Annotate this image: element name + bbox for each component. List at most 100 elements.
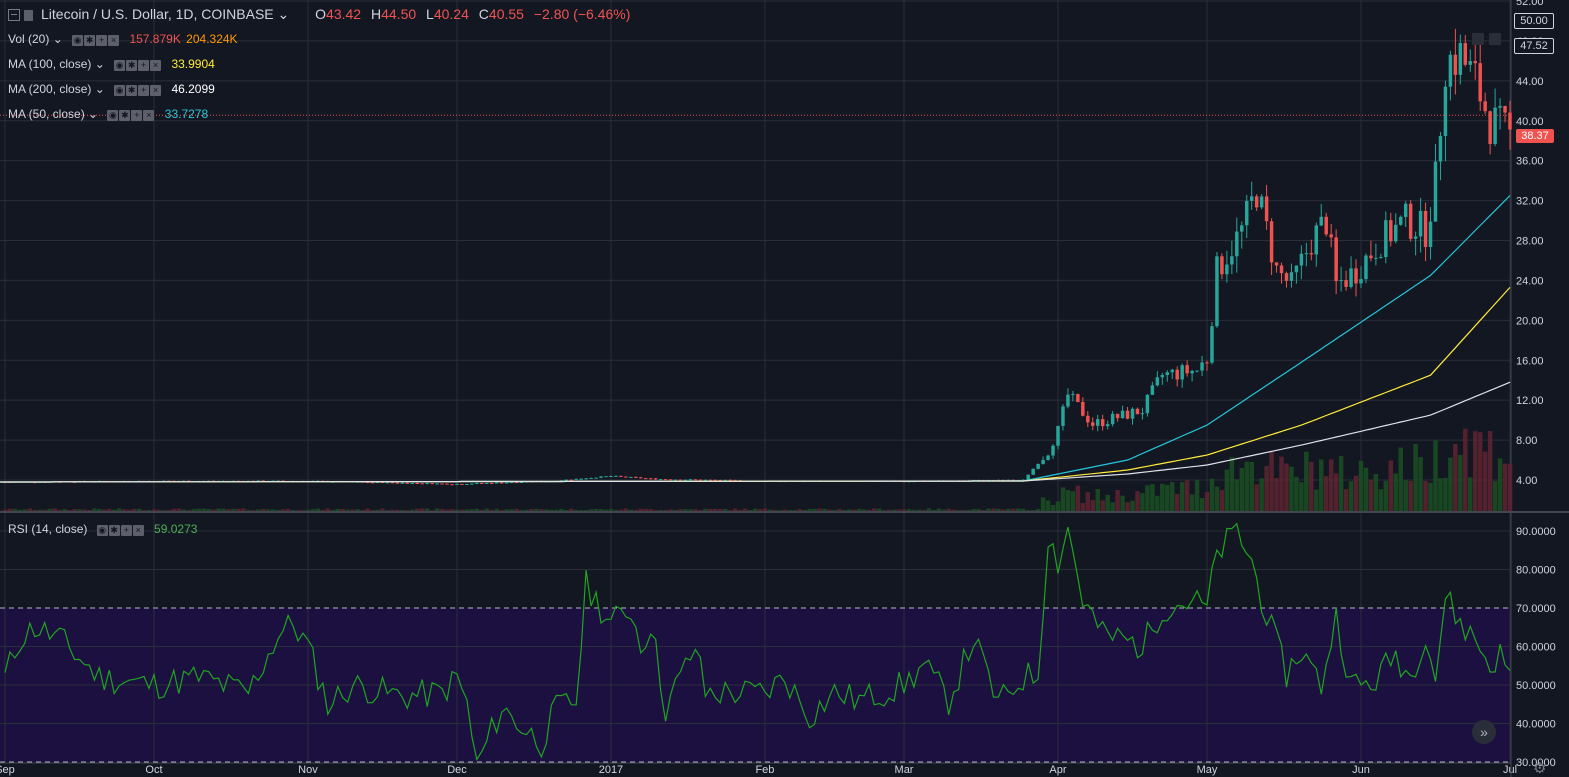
candle-body <box>485 482 489 484</box>
volume-bar <box>116 508 122 511</box>
candle-body <box>425 483 429 485</box>
candle-body <box>1294 265 1299 273</box>
candle-body <box>1324 216 1328 235</box>
volume-bar <box>141 510 147 511</box>
candle-body <box>465 484 469 486</box>
legend-ma200[interactable]: MA (200, close) ⌄ ◉ ✱ + × 46.2099 <box>8 80 215 98</box>
symbol-title[interactable]: Litecoin / U.S. Dollar, 1D, COINBASE <box>41 6 274 22</box>
volume-bar <box>176 508 182 511</box>
legend-volume[interactable]: Vol (20) ⌄ ◉ ✱ + × 157.879K 204.324K <box>8 30 238 48</box>
close-icon: × <box>150 60 162 72</box>
candle-body <box>1105 424 1110 427</box>
gear-icon: ✱ <box>84 35 96 47</box>
volume-bar <box>837 508 842 511</box>
volume-bar <box>1502 463 1508 511</box>
volume-bar <box>1428 482 1433 511</box>
pane-maximize-icon[interactable] <box>1472 33 1484 45</box>
volume-bar <box>107 508 112 511</box>
volume-bar <box>27 508 33 511</box>
scroll-forward-button[interactable]: » <box>1472 720 1496 744</box>
volume-bar <box>742 508 748 511</box>
volume-bar <box>72 509 77 511</box>
candle-body <box>599 476 603 478</box>
candle-body <box>385 482 390 484</box>
candle-body <box>1026 474 1030 480</box>
volume-bar <box>643 508 648 511</box>
volume-bar <box>658 509 663 511</box>
volume-bar <box>1378 489 1384 511</box>
close-icon: × <box>108 35 120 47</box>
candle-body <box>1279 265 1284 274</box>
candle-body <box>380 482 385 484</box>
volume-bar <box>941 509 946 511</box>
volume-bar <box>429 510 435 511</box>
volume-bar <box>832 509 837 511</box>
volume-bar <box>1418 457 1423 511</box>
volume-bar <box>1433 440 1438 511</box>
volume-bar <box>1403 480 1408 511</box>
rsi-tick-label: 70.0000 <box>1516 603 1556 615</box>
volume-bar <box>1224 469 1230 511</box>
volume-bar <box>151 509 157 511</box>
eye-icon: ◉ <box>72 35 84 47</box>
plus-icon: + <box>138 60 150 72</box>
candle-body <box>1225 264 1229 275</box>
volume-bar <box>305 509 311 511</box>
volume-bar <box>693 509 698 511</box>
volume-bar <box>638 508 643 511</box>
eye-icon: ◉ <box>107 110 119 122</box>
volume-bar <box>1398 447 1403 511</box>
volume-bar <box>529 508 534 511</box>
volume-bar <box>762 508 768 511</box>
volume-bar <box>767 509 773 511</box>
volume-bar <box>355 509 360 511</box>
legend-rsi[interactable]: RSI (14, close) ◉ ✱ + × 59.0273 <box>8 520 197 538</box>
candle-body <box>1100 419 1105 427</box>
pane-restore-icon[interactable] <box>1489 33 1501 45</box>
candle-body <box>614 475 618 477</box>
candle-body <box>683 479 688 481</box>
candle-body <box>1498 105 1502 108</box>
settings-gear-icon[interactable]: ⚙ <box>1533 760 1547 777</box>
candle-body <box>1488 111 1492 145</box>
volume-bar <box>474 508 480 511</box>
volume-bar <box>12 508 18 511</box>
volume-bar <box>613 509 619 511</box>
candle-body <box>1110 413 1115 425</box>
legend-ma50[interactable]: MA (50, close) ⌄ ◉ ✱ + × 33.7278 <box>8 105 208 123</box>
volume-bar <box>568 508 574 511</box>
x-tick-label: Jun <box>1352 764 1370 776</box>
x-tick-label: May <box>1197 764 1218 776</box>
volume-bar <box>1492 481 1498 511</box>
candle-body <box>564 479 568 481</box>
volume-bar <box>1045 500 1051 511</box>
volume-bar <box>1463 428 1468 511</box>
chevron-down-icon[interactable]: ⌄ <box>273 6 290 22</box>
candle-body <box>1249 196 1254 201</box>
candle-body <box>1135 408 1140 415</box>
volume-bar <box>241 508 246 511</box>
collapse-icon[interactable] <box>8 9 20 22</box>
volume-bar <box>777 510 783 511</box>
volume-bar <box>1130 500 1135 511</box>
candle-body <box>1195 370 1199 372</box>
volume-bar <box>653 509 658 511</box>
volume-bar <box>1304 451 1309 511</box>
volume-bar <box>325 508 331 511</box>
volume-bar <box>1040 497 1046 511</box>
candle-body <box>594 477 598 479</box>
symbol-header: Litecoin / U.S. Dollar, 1D, COINBASE ⌄ O… <box>8 4 630 24</box>
volume-bar <box>881 510 887 511</box>
candle-body <box>1155 377 1160 386</box>
volume-bar <box>1209 478 1215 511</box>
volume-bar <box>981 509 986 511</box>
legend-ma100[interactable]: MA (100, close) ⌄ ◉ ✱ + × 33.9904 <box>8 55 215 73</box>
candle-body <box>1309 253 1314 255</box>
volume-bar <box>22 509 28 511</box>
candle-body <box>1091 422 1095 426</box>
volume-bar <box>1443 477 1448 511</box>
volume-bar <box>459 509 465 511</box>
volume-bar <box>335 508 340 511</box>
volume-bar <box>280 509 286 511</box>
